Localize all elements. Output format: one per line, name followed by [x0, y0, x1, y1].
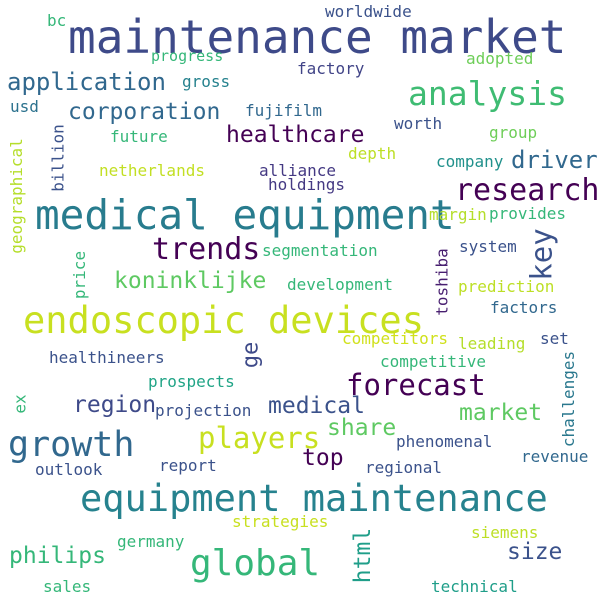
- word-share: share: [327, 415, 397, 441]
- word-region: region: [73, 392, 157, 418]
- word-corporation: corporation: [68, 99, 221, 125]
- word-holdings: holdings: [268, 175, 346, 194]
- word-analysis: analysis: [408, 74, 567, 113]
- word-germany: germany: [117, 532, 185, 551]
- word-toshiba: toshiba: [432, 248, 452, 316]
- word-alliance: alliance: [259, 161, 337, 180]
- word-technical: technical: [431, 577, 518, 596]
- word-prospects: prospects: [148, 372, 235, 391]
- word-forecast: forecast: [346, 368, 486, 402]
- word-competitive: competitive: [380, 352, 486, 371]
- word-competitors: competitors: [342, 329, 448, 348]
- word-fujifilm: fujifilm: [245, 101, 323, 120]
- word-medical-equipment: medical equipment: [35, 191, 455, 239]
- word-healthineers: healthineers: [49, 348, 165, 367]
- word-sales: sales: [43, 577, 92, 596]
- word-future: future: [110, 127, 168, 146]
- word-set: set: [540, 329, 569, 348]
- word-maintenance-market: maintenance market: [68, 10, 567, 64]
- word-netherlands: netherlands: [99, 161, 205, 180]
- word-depth: depth: [348, 144, 397, 163]
- word-healthcare: healthcare: [226, 122, 365, 148]
- word-key: key: [524, 228, 559, 281]
- word-driver: driver: [511, 146, 598, 174]
- word-projection: projection: [155, 401, 252, 420]
- word-adopted: adopted: [466, 49, 534, 68]
- word-research: research: [455, 173, 600, 208]
- word-ge: ge: [238, 341, 264, 369]
- word-siemens: siemens: [471, 523, 539, 542]
- word-worldwide: worldwide: [325, 2, 412, 21]
- word-application: application: [7, 68, 166, 96]
- word-ex: ex: [10, 394, 30, 414]
- word-challenges: challenges: [559, 350, 579, 448]
- word-koninklijke: koninklijke: [114, 268, 267, 294]
- word-players: players: [198, 421, 321, 455]
- word-endoscopic-devices: endoscopic devices: [23, 299, 424, 342]
- word-leading: leading: [458, 334, 526, 353]
- word-html: html: [350, 527, 377, 584]
- word-phenomenal: phenomenal: [396, 432, 493, 451]
- word-factory: factory: [297, 59, 365, 78]
- word-medical: medical: [268, 393, 365, 419]
- word-bc: bc: [47, 11, 67, 30]
- word-revenue: revenue: [521, 447, 589, 466]
- word-gross: gross: [182, 72, 231, 91]
- word-growth: growth: [8, 425, 135, 465]
- word-philips: philips: [9, 543, 106, 569]
- word-development: development: [287, 275, 393, 294]
- word-company: company: [436, 152, 504, 171]
- word-geographical: geographical: [6, 138, 26, 254]
- word-trends: trends: [152, 232, 261, 267]
- word-report: report: [159, 456, 217, 475]
- word-regional: regional: [365, 458, 443, 477]
- word-worth: worth: [394, 114, 443, 133]
- word-progress: progress: [151, 47, 224, 65]
- word-system: system: [459, 237, 517, 256]
- word-equipment-maintenance: equipment maintenance: [80, 477, 548, 520]
- word-strategies: strategies: [232, 512, 329, 531]
- word-market: market: [459, 400, 543, 426]
- word-factors: factors: [490, 298, 558, 317]
- word-provides: provides: [489, 204, 567, 223]
- word-billion: billion: [48, 124, 68, 192]
- word-margin: margin: [429, 205, 487, 224]
- word-usd: usd: [10, 97, 39, 116]
- word-segmentation: segmentation: [262, 241, 378, 260]
- word-outlook: outlook: [35, 460, 103, 479]
- word-global: global: [190, 543, 321, 584]
- word-price: price: [70, 250, 90, 300]
- word-group: group: [489, 123, 538, 142]
- word-prediction: prediction: [458, 277, 555, 296]
- word-size: size: [507, 539, 563, 565]
- word-top: top: [302, 445, 344, 471]
